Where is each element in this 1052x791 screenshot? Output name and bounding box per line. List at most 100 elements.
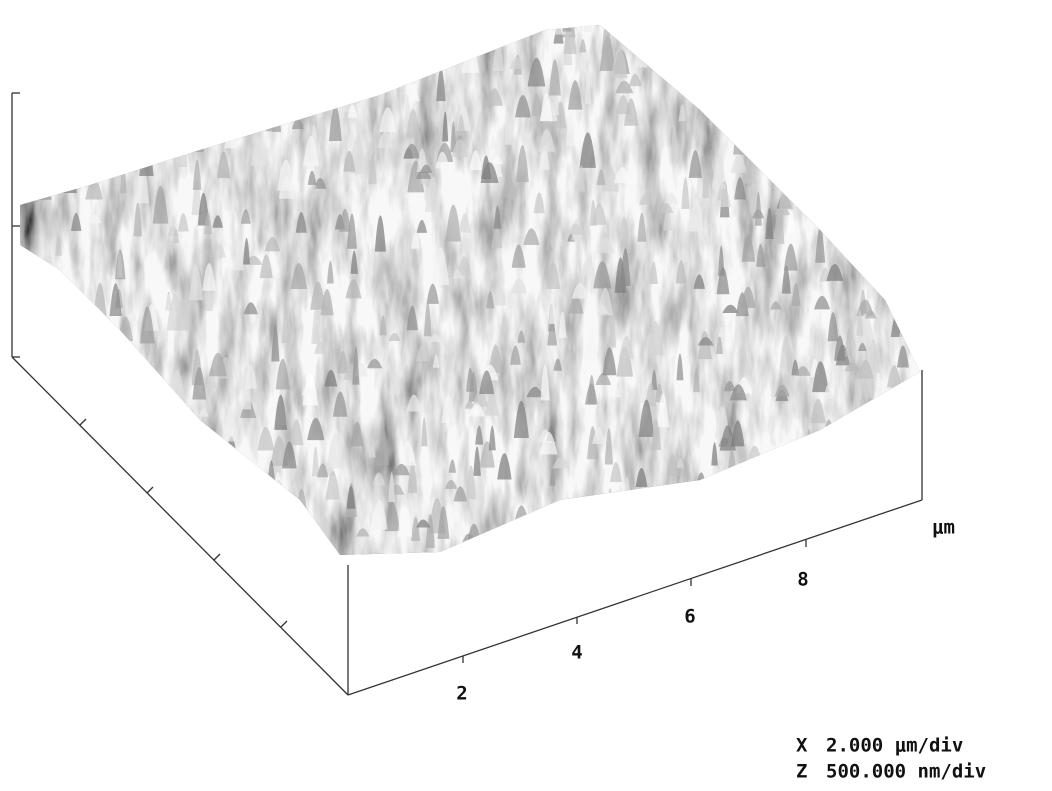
surface-peak <box>266 57 277 66</box>
surface-peak <box>27 330 38 361</box>
surface-peak <box>13 255 27 275</box>
surface-peak <box>885 513 902 539</box>
surface-peak <box>19 26 28 39</box>
surface-peak <box>857 451 864 481</box>
surface-peak <box>891 239 901 275</box>
surface-peak <box>139 139 153 176</box>
surface-peak <box>54 496 66 506</box>
surface-peak <box>22 385 32 418</box>
surface-peak <box>720 540 730 548</box>
surface-peak <box>749 110 763 138</box>
surface-peak <box>664 52 680 61</box>
surface-peak <box>780 43 792 55</box>
surface-peak <box>95 415 110 425</box>
surface-peak <box>634 38 647 67</box>
surface-peak <box>251 21 258 38</box>
surface-peak <box>843 132 858 147</box>
surface-peak <box>813 101 828 110</box>
surface-peak <box>775 60 792 87</box>
surface-peak <box>821 154 833 168</box>
surface-peak <box>174 68 185 92</box>
surface-peak <box>84 152 91 175</box>
surface-peak <box>760 471 775 500</box>
surface-peak <box>824 58 836 94</box>
surface-peak <box>226 88 242 106</box>
surface-peak <box>56 432 67 444</box>
surface-peak <box>360 69 372 88</box>
surface-peak <box>170 418 183 434</box>
surface-peak <box>775 132 783 159</box>
surface-peak <box>865 150 871 186</box>
surface-peak <box>300 40 310 73</box>
surface-peak <box>899 134 912 149</box>
surface-peak <box>145 403 161 440</box>
surface-peak <box>135 68 151 89</box>
surface-peak <box>85 345 94 365</box>
surface-peak <box>347 29 363 66</box>
surface-peak <box>673 5 688 32</box>
surface-peak <box>784 138 801 172</box>
surface-peak <box>36 514 52 544</box>
surface-peak <box>899 43 912 72</box>
surface-peak <box>793 16 801 53</box>
surface-peak <box>843 430 849 457</box>
surface-peak <box>361 20 368 55</box>
surface-peak <box>676 15 684 31</box>
surface-peak <box>212 440 229 468</box>
surface-peak <box>93 57 104 91</box>
surface-peak <box>851 6 866 38</box>
surface-peak <box>805 474 811 511</box>
surface-peak <box>873 419 889 455</box>
surface-peak <box>889 74 896 111</box>
surface-peak <box>329 48 335 71</box>
surface-peak <box>437 10 454 44</box>
surface-peak <box>251 65 258 78</box>
surface-peak <box>816 145 829 181</box>
surface-peak <box>304 30 317 54</box>
surface-peak <box>367 21 385 50</box>
surface-peak <box>85 178 102 200</box>
surface-peak <box>139 444 150 475</box>
surface-peak <box>104 536 115 549</box>
surface-peak <box>908 391 923 422</box>
surface-peak <box>699 71 712 91</box>
surface-peak <box>877 193 887 228</box>
surface-peak <box>749 56 765 81</box>
surface-peak <box>892 396 902 425</box>
surface-peak <box>27 279 43 297</box>
surface-peak <box>579 496 586 510</box>
scale-value: 2.000 μm/div <box>826 735 963 757</box>
surface-peak <box>173 56 188 75</box>
surface-peak <box>69 344 80 372</box>
surface-peak <box>851 165 859 182</box>
surface-peak <box>891 312 904 337</box>
surface-peak <box>343 29 358 52</box>
surface-peak <box>898 416 909 447</box>
surface-peak <box>857 413 867 449</box>
surface-peak <box>97 351 105 387</box>
scale-value: 500.000 nm/div <box>826 761 986 783</box>
surface-peak <box>864 118 876 145</box>
surface-peak <box>91 151 106 179</box>
surface-peak <box>912 300 918 330</box>
surface-peak <box>159 400 169 421</box>
surface-peak <box>881 439 896 451</box>
surface-peak <box>292 516 302 550</box>
surface-peak <box>811 67 824 101</box>
surface-peak <box>583 8 592 31</box>
surface-peak <box>602 20 612 54</box>
surface-peak <box>131 497 148 510</box>
surface-peak <box>818 179 829 201</box>
afm-figure: 2 4 6 8 μm X 2.000 μm/div Z 500.000 nm/d… <box>0 0 1052 791</box>
surface-peak <box>556 506 568 542</box>
surface-peak <box>790 80 797 105</box>
surface-peak <box>842 458 849 474</box>
surface-peak <box>165 418 175 436</box>
surface-peak <box>100 500 114 537</box>
surface-peak <box>157 105 174 130</box>
surface-peak <box>45 357 58 389</box>
surface-peak <box>845 46 862 71</box>
surface-peak <box>225 78 241 110</box>
surface-peak <box>771 49 781 72</box>
surface-peak <box>885 479 894 498</box>
